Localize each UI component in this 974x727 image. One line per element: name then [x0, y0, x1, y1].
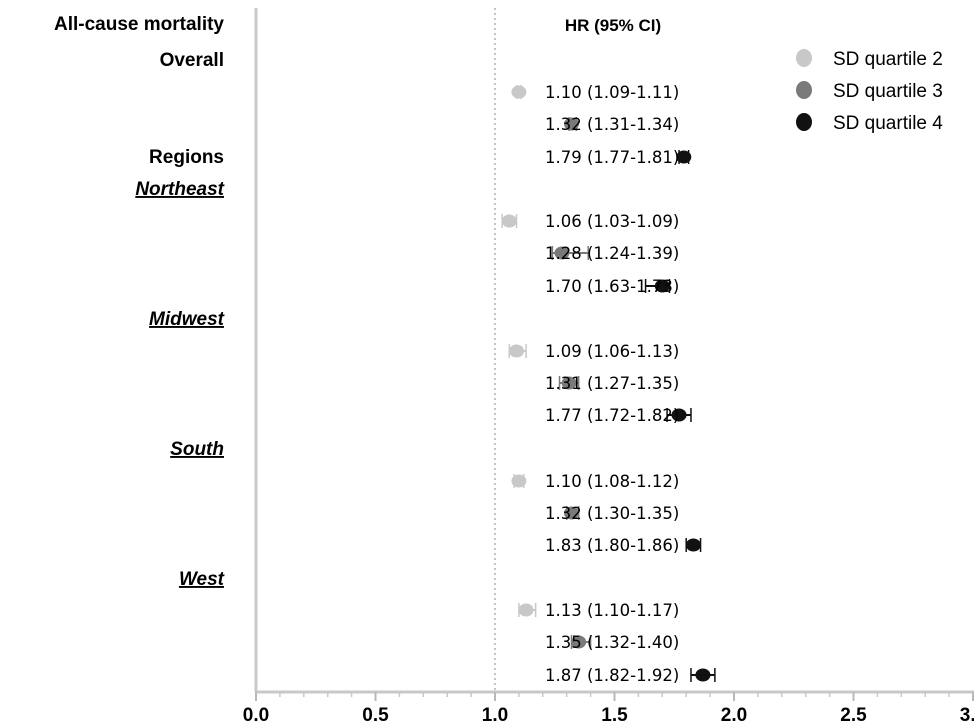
hr-point [509, 344, 525, 358]
plot-title: All-cause mortality [54, 14, 224, 35]
legend-marker [796, 81, 812, 99]
legend-label: SD quartile 4 [833, 113, 943, 134]
hr-point [671, 408, 687, 422]
hr-text: 1.13 (1.10-1.17) [545, 601, 679, 620]
group-label-regions: Regions [149, 147, 224, 168]
hr-text: 1.87 (1.82-1.92) [545, 666, 679, 685]
legend-marker [796, 49, 812, 67]
hr-text: 1.09 (1.06-1.13) [545, 342, 679, 361]
hr-point [563, 506, 579, 520]
hr-point [511, 474, 527, 488]
group-label-northeast: Northeast [135, 179, 224, 200]
hr-text: 1.10 (1.08-1.12) [545, 472, 679, 491]
hr-text: 1.32 (1.31-1.34) [545, 115, 679, 134]
group-label-overall: Overall [160, 50, 224, 71]
hr-point [685, 538, 701, 552]
hr-text-layer: 1.10 (1.09-1.11) 1.32 (1.31-1.34) 1.79 (1.… [545, 83, 679, 685]
legend-marker [796, 113, 812, 131]
hr-point [676, 150, 692, 164]
hr-text: 1.06 (1.03-1.09) [545, 212, 679, 231]
hr-text: 1.28 (1.24-1.39) [545, 244, 679, 263]
legend-label: SD quartile 2 [833, 49, 943, 70]
hr-point [554, 246, 570, 260]
hr-text: 1.35 (1.32-1.40) [545, 633, 679, 652]
x-tick-label: 2.5 [840, 705, 867, 726]
hr-point [511, 85, 527, 99]
hr-text: 1.10 (1.09-1.11) [545, 83, 679, 102]
hr-point [695, 668, 711, 682]
x-tick-label: 0.5 [362, 705, 389, 726]
legend: SD quartile 2 SD quartile 3 SD quartile 4 [796, 49, 943, 134]
hr-text: 1.31 (1.27-1.35) [545, 374, 679, 393]
hr-text: 1.83 (1.80-1.86) [545, 536, 679, 555]
legend-label: SD quartile 3 [833, 81, 943, 102]
hr-text: 1.32 (1.30-1.35) [545, 504, 679, 523]
hr-text: 1.77 (1.72-1.82) [545, 406, 679, 425]
hr-point [654, 279, 670, 293]
hr-text: 1.70 (1.63-1.73) [545, 277, 679, 296]
hr-point [501, 214, 517, 228]
group-label-west: West [179, 569, 225, 590]
hr-point [518, 603, 534, 617]
group-label-midwest: Midwest [149, 309, 225, 330]
x-tick-label: 2.0 [721, 705, 747, 726]
x-tick-label: 0.0 [243, 705, 269, 726]
hr-point [561, 376, 577, 390]
hr-column-header: HR (95% CI) [565, 16, 661, 35]
group-label-south: South [170, 439, 224, 460]
hr-point [571, 635, 587, 649]
row-labels-layer: All-cause mortality HR (95% CI) Overall Reg… [54, 14, 661, 590]
x-tick-label: 3.0 [960, 705, 974, 726]
axes-layer: 0.0 0.5 1.0 1.5 2.0 2.5 3.0 [243, 8, 974, 726]
estimate-marks-layer [501, 85, 716, 682]
x-tick-label: 1.0 [482, 705, 508, 726]
hr-text: 1.79 (1.77-1.81) [545, 148, 679, 167]
hr-point [563, 117, 579, 131]
x-tick-label: 1.5 [601, 705, 628, 726]
